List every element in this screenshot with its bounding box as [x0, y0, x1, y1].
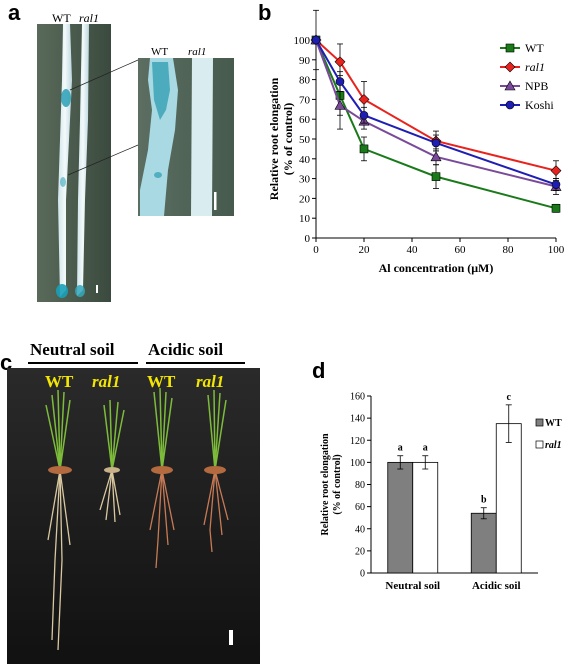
b-data-point	[334, 56, 346, 68]
b-data-point	[551, 180, 561, 189]
b-y-tick-label: 100	[294, 35, 311, 47]
d-y-tick-label: 0	[360, 569, 365, 580]
b-x-tick-label: 100	[548, 244, 565, 256]
d-y-axis-label-line: Relative root elongation	[320, 433, 331, 535]
panel-letter-a: a	[8, 0, 21, 25]
b-y-tick-label: 80	[299, 75, 311, 87]
b-data-point	[551, 204, 561, 213]
d-y-tick-label: 40	[355, 524, 365, 535]
b-data-point	[359, 110, 369, 120]
b-data-point	[335, 77, 345, 86]
b-x-tick-label: 40	[407, 244, 419, 256]
d-category-label: Acidic soil	[472, 580, 521, 592]
d-significance-letter: a	[398, 443, 403, 454]
panel-letter-d: d	[312, 358, 326, 383]
b-x-tick-label: 80	[503, 244, 515, 256]
d-y-axis-label: Relative root elongation(% of control)	[320, 433, 343, 535]
b-y-axis-label-line: (% of control)	[281, 103, 295, 175]
d-significance-letter: b	[481, 495, 487, 506]
d-y-tick-label: 80	[355, 480, 365, 491]
b-x-tick-label: 60	[455, 244, 467, 256]
b-data-point	[358, 93, 370, 105]
b-y-tick-label: 40	[299, 154, 311, 166]
d-bar	[495, 423, 522, 574]
b-legend-label: WT	[525, 41, 544, 55]
b-x-tick-label: 0	[313, 244, 319, 256]
b-y-tick-label: 30	[299, 174, 311, 186]
b-data-point	[431, 138, 441, 148]
panel-letter-b: b	[258, 0, 272, 25]
d-y-tick-label: 140	[350, 414, 365, 425]
b-data-point	[334, 99, 346, 110]
d-y-axis-label-line: (% of control)	[332, 454, 343, 514]
b-y-tick-label: 20	[299, 193, 311, 205]
b-legend-marker	[504, 61, 516, 73]
b-data-point	[550, 165, 562, 177]
b-data-point	[311, 35, 321, 45]
d-bar	[470, 512, 497, 574]
b-x-tick-label: 20	[359, 244, 371, 256]
b-legend-label: Koshi	[525, 98, 554, 112]
d-y-tick-label: 120	[350, 436, 365, 447]
b-y-tick-label: 60	[299, 114, 311, 126]
b-y-tick-label: 90	[299, 55, 311, 67]
b-legend-label: NPB	[525, 79, 548, 93]
b-y-tick-label: 0	[305, 233, 311, 245]
b-series-Koshi	[311, 35, 561, 191]
b-legend-marker	[504, 80, 516, 91]
d-category-label: Neutral soil	[385, 580, 440, 592]
d-y-tick-label: 160	[350, 392, 365, 403]
b-y-axis-label-line: Relative root elongation	[267, 77, 281, 200]
d-legend-swatch	[535, 440, 544, 449]
b-y-tick-label: 10	[299, 213, 311, 225]
d-significance-letter: a	[423, 443, 428, 454]
d-y-tick-label: 60	[355, 502, 365, 513]
d-significance-letter: c	[507, 392, 512, 403]
b-data-point	[431, 172, 441, 181]
b-legend-marker	[505, 43, 515, 53]
d-legend-swatch	[535, 418, 544, 427]
b-x-axis-label: Al concentration (μM)	[379, 261, 494, 275]
b-data-point	[430, 151, 442, 162]
d-legend-label: ral1	[545, 440, 562, 451]
b-legend-marker	[505, 100, 515, 110]
b-data-point	[359, 144, 369, 154]
b-y-axis-label: Relative root elongation(% of control)	[267, 77, 295, 200]
d-bar	[387, 461, 414, 574]
d-legend-label: WT	[545, 418, 562, 429]
d-y-tick-label: 20	[355, 546, 365, 557]
b-y-tick-label: 50	[299, 134, 311, 146]
b-y-tick-label: 70	[299, 94, 311, 106]
d-bar	[412, 461, 439, 574]
b-legend-label: ral1	[525, 60, 545, 74]
d-y-tick-label: 100	[350, 458, 365, 469]
